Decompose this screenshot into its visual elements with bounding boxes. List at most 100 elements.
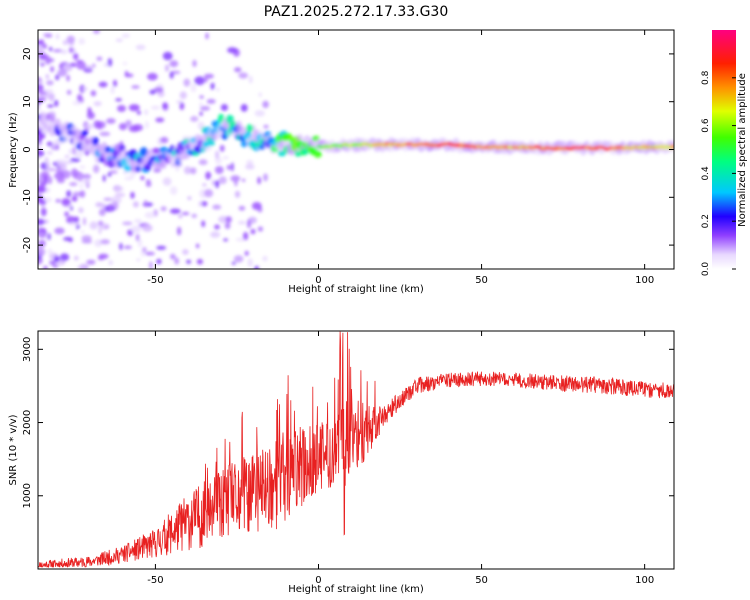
spectrogram-noise-cell — [199, 102, 203, 107]
x-tick-label: 0 — [315, 575, 321, 586]
spectrogram-noise-cell — [54, 227, 65, 235]
spectrogram-noise-cell — [78, 38, 86, 45]
spectrogram-noise-cell — [145, 179, 151, 183]
colorbar-tick-label: 0.6 — [701, 118, 711, 133]
spectrogram-noise-cell — [246, 219, 252, 229]
spectrogram-noise-cell — [70, 168, 79, 178]
colorbar-label: Normalized spectral amplitude — [737, 73, 748, 227]
spectrogram-noise-cell — [99, 131, 111, 137]
spectrogram-noise-cell — [98, 253, 109, 259]
spectrogram-noise-cell — [46, 141, 53, 147]
spectrogram-noise-cell — [99, 121, 106, 129]
spectrogram-noise-cell — [240, 104, 248, 112]
spectrogram-noise-cell — [47, 58, 55, 63]
spectrogram-noise-cell — [227, 47, 238, 54]
spectrogram-noise-cell — [160, 206, 167, 212]
spectrogram-noise-cell — [53, 255, 60, 263]
spectrogram-noise-cell — [96, 56, 103, 61]
spectrogram-noise-cell — [66, 35, 75, 44]
x-tick-label: -50 — [147, 275, 163, 286]
spectrogram-noise-cell — [40, 207, 47, 217]
spectrogram-noise-cell — [183, 78, 191, 87]
spectrogram-noise-cell — [55, 74, 60, 81]
spectrogram-noise-cell — [69, 182, 78, 187]
spectrogram-noise-cell — [162, 102, 169, 110]
spectrogram-noise-cell — [242, 231, 249, 241]
spectrogram-noise-cell — [79, 165, 86, 169]
spectrogram-noise-cell — [78, 175, 83, 183]
spectrogram-noise-cell — [175, 167, 179, 172]
spectrogram-noise-cell — [149, 89, 156, 95]
spectrogram-noise-cell — [200, 201, 208, 207]
spectrogram-noise-cell — [181, 211, 190, 216]
spectrogram-noise-cell — [117, 105, 126, 112]
spectrogram-ridge-cell — [139, 147, 148, 157]
spectrogram-noise-cell — [124, 70, 129, 77]
spectrogram-noise-cell — [137, 238, 143, 248]
spectrogram-noise-cell — [210, 82, 215, 90]
spectrogram-noise-cell — [160, 136, 169, 144]
spectrogram-ridge-cell — [240, 140, 248, 148]
spectrogram-noise-cell — [184, 166, 192, 175]
spectrogram-noise-cell — [38, 39, 44, 45]
spectrogram-noise-cell — [238, 205, 246, 211]
colorbar-ticks: 0.0 0.2 0.4 0.6 0.8 — [701, 70, 736, 276]
spectrogram-noise-cell — [54, 99, 59, 107]
spectrogram-noise-cell — [40, 62, 45, 67]
spectrogram-ridge-cell — [49, 113, 56, 123]
spectrogram-noise-cell — [196, 243, 200, 249]
spectrogram-noise-cell — [136, 258, 141, 262]
spectrogram-noise-cell — [179, 91, 187, 100]
spectrogram-x-ticks: -50 0 50 100 — [147, 30, 654, 286]
spectrogram-noise-cell — [71, 195, 78, 202]
spectrogram-ridge-cell — [246, 124, 254, 133]
x-tick-label: -50 — [147, 575, 163, 586]
spectrogram-noise-cell — [74, 149, 84, 158]
spectrogram-noise-cell — [187, 196, 192, 201]
spectrogram-noise-cell — [142, 247, 147, 253]
spectrogram-noise-cell — [106, 118, 116, 124]
spectrogram-noise-cell — [257, 226, 264, 232]
spectrogram-noise-cell — [86, 259, 96, 265]
spectrogram-ridge-cell — [313, 150, 322, 158]
spectrogram-noise-cell — [201, 220, 206, 228]
spectrogram-noise-cell — [81, 230, 85, 234]
spectrogram-noise-cell — [64, 211, 69, 217]
spectrogram-noise-cell — [142, 224, 153, 232]
spectrogram-noise-cell — [98, 208, 106, 216]
spectrogram-noise-cell — [254, 265, 259, 269]
spectrogram-noise-cell — [194, 76, 205, 86]
spectrogram-noise-cell — [85, 123, 94, 130]
spectrogram-noise-cell — [81, 235, 92, 242]
spectrogram-noise-cell — [198, 201, 203, 207]
spectrogram-noise-cell — [64, 160, 74, 164]
spectrogram-noise-cell — [144, 109, 149, 116]
snr-x-label: Height of straight line (km) — [288, 584, 424, 595]
spectrogram-noise-cell — [140, 175, 145, 181]
spectrogram-noise-cell — [131, 85, 140, 89]
spectrogram-noise-cell — [169, 60, 179, 68]
spectrogram-noise-cell — [70, 157, 81, 163]
spectrogram-noise-cell — [234, 67, 242, 73]
snr-y-ticks: 1000 2000 3000 — [22, 337, 674, 508]
chart-title: PAZ1.2025.272.17.33.G30 — [264, 4, 449, 20]
spectrogram-noise-cell — [68, 148, 72, 155]
spectrogram-noise-cell — [83, 177, 90, 185]
spectrogram-noise-cell — [47, 175, 53, 185]
spectrogram-noise-cell — [199, 95, 204, 99]
spectrogram-halo-cell — [176, 152, 184, 165]
colorbar: 0.0 0.2 0.4 0.6 0.8 Normalized spectral ampl… — [701, 30, 748, 276]
spectrogram-noise-cell — [214, 166, 224, 174]
spectrogram-noise-cell — [234, 190, 241, 198]
spectrogram-noise-cell — [144, 251, 155, 256]
spectrogram-noise-cell — [79, 84, 86, 93]
x-tick-label: 0 — [315, 275, 321, 286]
spectrogram-noise-cell — [112, 79, 118, 87]
spectrogram-noise-cell — [74, 255, 79, 261]
spectrogram-noise-cell — [76, 265, 87, 269]
spectrogram-x-label: Height of straight line (km) — [288, 284, 424, 295]
spectrogram-noise-cell — [110, 85, 115, 95]
spectrogram-noise-cell — [57, 69, 67, 77]
x-tick-label: 100 — [635, 575, 654, 586]
